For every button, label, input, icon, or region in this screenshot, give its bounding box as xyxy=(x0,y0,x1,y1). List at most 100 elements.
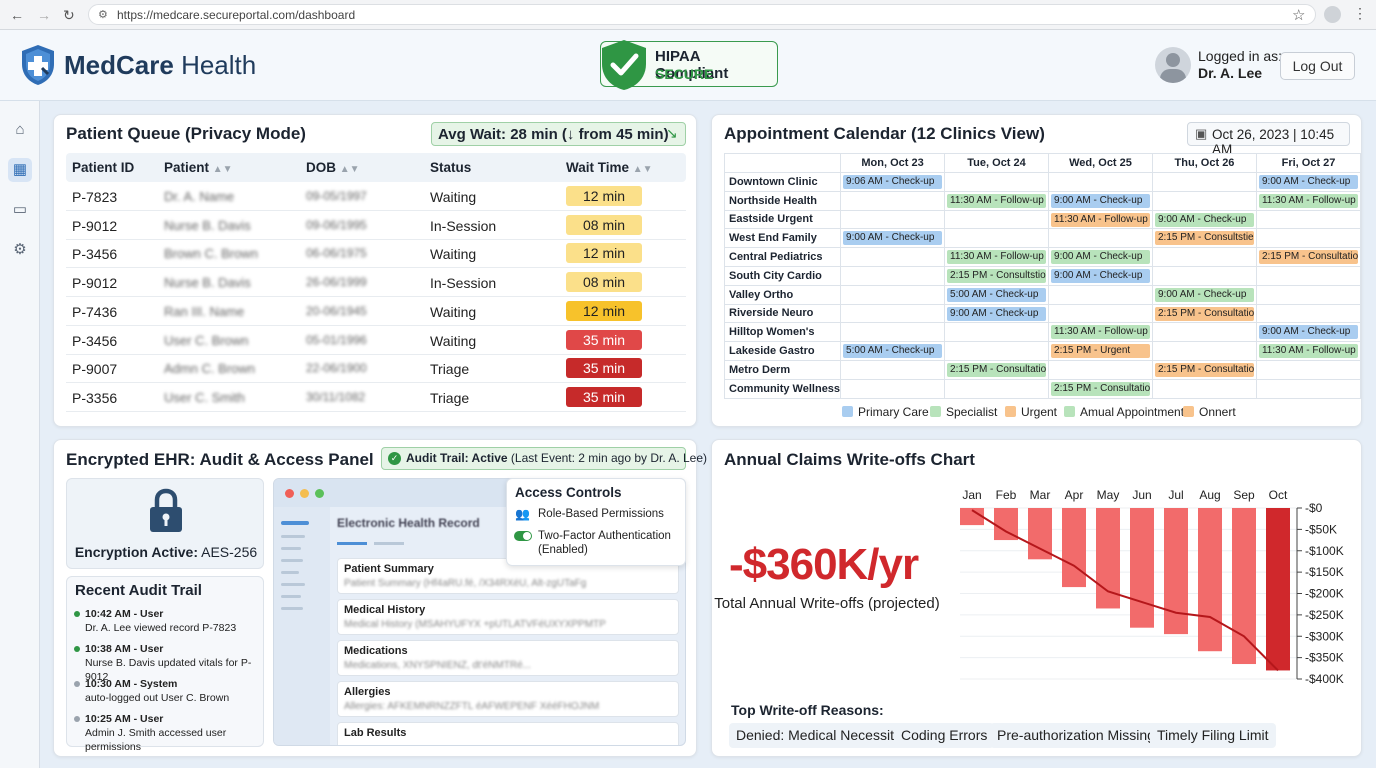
ehr-section-card[interactable]: Allergies Allergies: AFKEMNRNZZFTL éAFWEP… xyxy=(337,681,679,717)
appointment-event[interactable]: 11:30 AM - Follow-up xyxy=(1051,212,1150,227)
site-info-icon[interactable]: ⚙ xyxy=(98,9,108,21)
calendar-slot[interactable] xyxy=(944,172,1050,192)
appointment-event[interactable]: 2:15 PM - Urgent xyxy=(1051,344,1150,359)
calendar-slot[interactable] xyxy=(1048,228,1153,249)
calendar-slot[interactable]: 2:15 PM - Consultation xyxy=(1152,359,1257,380)
appointment-event[interactable]: 11:30 AM - Follow-up xyxy=(1258,344,1358,359)
calendar-slot[interactable] xyxy=(1152,172,1257,192)
day-header[interactable]: Thu, Oct 26 xyxy=(1152,153,1257,173)
calendar-slot[interactable]: 9:00 AM - Check-up xyxy=(944,303,1050,324)
calendar-slot[interactable] xyxy=(1152,247,1257,267)
forward-icon[interactable]: → xyxy=(37,7,51,23)
calendar-slot[interactable] xyxy=(840,209,946,230)
calendar-slot[interactable]: 9:00 AM - Check-up xyxy=(1255,172,1362,192)
calendar-slot[interactable]: 2:15 PM - Consultstien xyxy=(1152,228,1257,249)
calendar-slot[interactable] xyxy=(1152,322,1257,343)
appointment-event[interactable]: 9:00 AM - Check-up xyxy=(1051,193,1150,208)
appointment-event[interactable]: 9:00 AM - Check-up xyxy=(1051,250,1150,265)
table-row[interactable]: P-3456 Brown C. Brown 06-06/1975 Waiting 12 … xyxy=(66,239,686,269)
reload-icon[interactable]: ↻ xyxy=(63,7,75,23)
calendar-slot[interactable]: 9:00 AM - Check-up xyxy=(1152,209,1257,230)
bar[interactable] xyxy=(960,508,984,526)
chat-icon[interactable]: ▭ xyxy=(12,201,28,218)
calendar-slot[interactable]: 2:15 PM - Consultstion xyxy=(944,265,1050,286)
audit-event[interactable]: 10:30 AM - System auto-logged out User C.… xyxy=(85,678,230,704)
calendar-slot[interactable] xyxy=(944,322,1050,343)
appointment-event[interactable]: 11:30 AM - Follow-up xyxy=(1051,325,1150,340)
table-row[interactable]: P-3456 User C. Brown 05-01/1996 Waiting 35 m… xyxy=(66,326,686,355)
calendar-slot[interactable] xyxy=(1255,228,1362,249)
bar[interactable] xyxy=(1164,508,1188,635)
col-status[interactable]: Status xyxy=(430,160,472,175)
appointment-event[interactable]: 9:00 AM - Check-up xyxy=(1258,325,1358,340)
dashboard-grid-icon[interactable]: ▦ xyxy=(8,158,32,182)
calendar-slot[interactable]: 2:15 PM - Consultation xyxy=(1048,378,1153,399)
calendar-slot[interactable] xyxy=(840,284,946,305)
url-text[interactable]: https://medcare.secureportal.com/dashboa… xyxy=(117,8,356,22)
calendar-slot[interactable]: 9:00 AM - Check-up xyxy=(1048,247,1153,267)
calendar-slot[interactable] xyxy=(1255,265,1362,286)
appointment-event[interactable]: 9:00 AM - Check-up xyxy=(1051,268,1150,283)
ehr-section-card[interactable]: Lab Results xyxy=(337,722,679,745)
appointment-event[interactable]: 11:30 AM - Follow-up xyxy=(947,250,1047,265)
calendar-slot[interactable]: 2:15 PM - Consultation xyxy=(1152,303,1257,324)
table-row[interactable]: P-7823 Dr. A. Name 09-05/1997 Waiting 12 min xyxy=(66,182,686,211)
appointment-event[interactable]: 9:00 AM - Check-up xyxy=(1155,212,1254,227)
audit-event[interactable]: 10:42 AM - User Dr. A. Lee viewed record … xyxy=(85,608,237,634)
appointment-event[interactable]: 2:15 PM - Consultation xyxy=(1258,250,1358,265)
audit-event[interactable]: 10:25 AM - User Admin J. Smith accessed u… xyxy=(85,713,227,753)
calendar-slot[interactable]: 11:30 AM - Follow-up xyxy=(944,190,1050,211)
col-patient[interactable]: Patient ▲▼ xyxy=(164,160,233,175)
profile-icon[interactable] xyxy=(1324,6,1341,23)
calendar-slot[interactable] xyxy=(1048,284,1153,305)
appointment-event[interactable]: 2:15 PM - Consultstien xyxy=(1155,231,1254,246)
calendar-slot[interactable] xyxy=(840,247,946,267)
appointment-event[interactable]: 9:00 AM - Check-up xyxy=(947,306,1047,321)
appointment-event[interactable]: 11:30 AM - Follow-up xyxy=(947,193,1047,208)
calendar-slot[interactable]: 11:30 AM - Follow-up xyxy=(1255,341,1362,361)
calendar-slot[interactable] xyxy=(1255,303,1362,324)
bar[interactable] xyxy=(1028,508,1052,560)
calendar-slot[interactable] xyxy=(840,359,946,380)
bar[interactable] xyxy=(1266,508,1290,671)
writeoff-reason-chip[interactable]: Coding Errors xyxy=(894,723,995,748)
home-icon[interactable]: ⌂ xyxy=(15,121,25,138)
day-header[interactable]: Wed, Oct 25 xyxy=(1048,153,1153,173)
day-header[interactable]: Tue, Oct 24 xyxy=(944,153,1050,173)
calendar-slot[interactable] xyxy=(1152,265,1257,286)
appointment-event[interactable]: 2:15 PM - Consultation xyxy=(1155,306,1254,321)
bar[interactable] xyxy=(1232,508,1256,665)
calendar-slot[interactable]: 5:00 AM - Check-up xyxy=(944,284,1050,305)
bar[interactable] xyxy=(1130,508,1154,628)
calendar-slot[interactable]: 9:00 AM - Check-up xyxy=(1255,322,1362,343)
menu-kebab-icon[interactable]: ⋮ xyxy=(1353,5,1367,21)
appointment-event[interactable]: 2:15 PM - Consultation xyxy=(947,362,1047,377)
day-header[interactable]: Fri, Oct 27 xyxy=(1255,153,1362,173)
settings-gear-icon[interactable]: ⚙ xyxy=(13,241,27,258)
audit-event[interactable]: 10:38 AM - User Nurse B. Davis updated vi… xyxy=(85,643,252,683)
calendar-slot[interactable]: 9:06 AM - Check-up xyxy=(840,172,946,192)
writeoff-reason-chip[interactable]: Pre-authorization Missing xyxy=(990,723,1162,748)
window-close-icon[interactable] xyxy=(285,489,294,498)
calendar-slot[interactable] xyxy=(1255,378,1362,399)
appointment-event[interactable]: 9:00 AM - Check-up xyxy=(843,231,943,246)
avatar[interactable] xyxy=(1155,47,1191,83)
calendar-slot[interactable] xyxy=(944,378,1050,399)
writeoff-reason-chip[interactable]: Denied: Medical Necessity xyxy=(729,723,908,748)
col-patient-id[interactable]: Patient ID xyxy=(72,160,135,175)
calendar-slot[interactable]: 11:30 AM - Follow-up xyxy=(944,247,1050,267)
calendar-slot[interactable]: 11:30 AM - Follow-up xyxy=(1048,322,1153,343)
calendar-slot[interactable] xyxy=(944,209,1050,230)
calendar-slot[interactable] xyxy=(840,322,946,343)
writeoff-reason-chip[interactable]: Timely Filing Limit xyxy=(1150,723,1276,748)
calendar-slot[interactable] xyxy=(840,378,946,399)
calendar-slot[interactable]: 9:00 AM - Check-up xyxy=(1048,265,1153,286)
ehr-section-card[interactable]: Medications Medications, XNYSPNIENZ, dt'é… xyxy=(337,640,679,676)
calendar-slot[interactable]: 2:15 PM - Consultation xyxy=(1255,247,1362,267)
window-maximize-icon[interactable] xyxy=(315,489,324,498)
appointment-event[interactable]: 2:15 PM - Consultation xyxy=(1051,381,1150,396)
appointment-event[interactable]: 5:00 AM - Check-up xyxy=(843,344,943,359)
bar[interactable] xyxy=(1062,508,1086,588)
calendar-slot[interactable] xyxy=(1255,209,1362,230)
bar[interactable] xyxy=(1198,508,1222,652)
